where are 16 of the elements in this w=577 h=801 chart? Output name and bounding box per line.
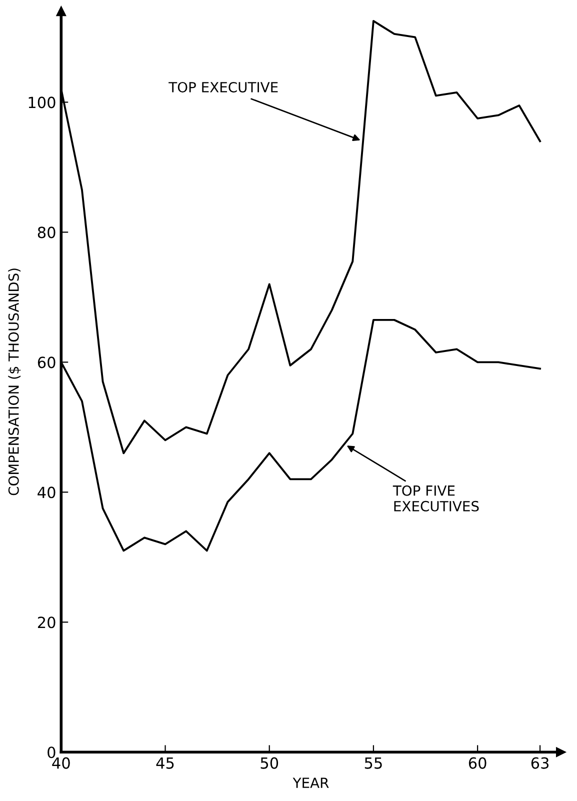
x-tick-label: 63: [531, 757, 549, 769]
y-tick-label: 100: [28, 96, 56, 108]
x-axis-title: YEAR: [292, 778, 329, 788]
y-tick-label: 60: [38, 356, 56, 368]
y-tick-label: 80: [38, 226, 56, 238]
x-tick-label: 50: [260, 757, 278, 769]
x-tick-label: 60: [468, 757, 486, 769]
y-tick-label: 0: [48, 746, 56, 758]
y-tick-label: 40: [38, 486, 56, 498]
y-axis-title: COMPENSATION ($ THOUSANDS): [8, 268, 21, 496]
x-tick-label: 55: [364, 757, 382, 769]
x-tick-label: 40: [52, 757, 70, 769]
x-tick-label: 45: [156, 757, 174, 769]
y-tick-label: 20: [38, 616, 56, 628]
annotation: TOP FIVE EXECUTIVES: [392, 485, 479, 512]
annotation: TOP EXECUTIVE: [168, 82, 278, 92]
